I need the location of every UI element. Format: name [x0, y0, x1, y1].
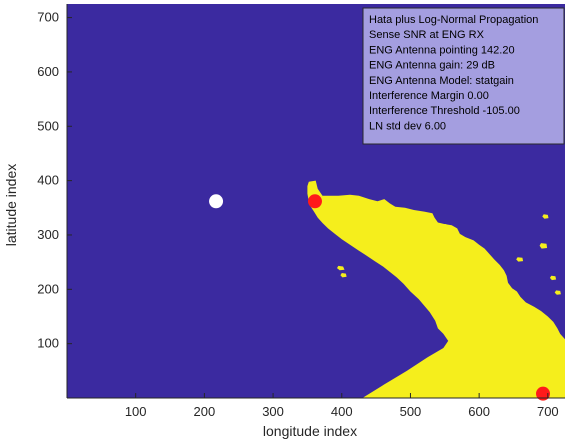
y-tick-label: 500: [37, 118, 59, 133]
x-tick-label: 700: [537, 404, 559, 419]
coverage-region-fragment: [542, 214, 549, 219]
red-marker: [536, 386, 551, 401]
marker-layer: [209, 194, 551, 401]
x-tick-label: 600: [468, 404, 490, 419]
info-line: LN std dev 6.00: [369, 120, 446, 132]
x-tick-label: 100: [125, 404, 147, 419]
info-line: ENG Antenna Model: statgain: [369, 75, 514, 87]
coverage-region-fragment: [420, 291, 427, 297]
info-line: Hata plus Log-Normal Propagation: [369, 14, 538, 26]
tick-layer: 100 200 300 400 500 600 700 100 200 300 400 500 600 7…: [37, 4, 565, 419]
y-tick-label: 100: [37, 336, 59, 351]
info-box-background: [362, 7, 565, 145]
x-tick-label: 300: [262, 404, 284, 419]
y-tick-label: 700: [37, 10, 59, 25]
info-line: ENG Antenna pointing 142.20: [369, 44, 515, 56]
info-line: ENG Antenna gain: 29 dB: [369, 60, 495, 72]
info-line: Interference Threshold -105.00: [369, 105, 520, 117]
x-axis-label: longitude index: [263, 423, 357, 439]
coverage-region-fragment: [337, 265, 345, 271]
x-tick-label: 200: [194, 404, 216, 419]
coverage-region-fragment: [516, 257, 524, 262]
y-tick-label: 400: [37, 173, 59, 188]
info-box: Hata plus Log-Normal Propagation Sense SN…: [362, 7, 565, 145]
coverage-region-layer: [307, 180, 565, 398]
coverage-region-main: [307, 180, 565, 398]
y-tick-label: 200: [37, 281, 59, 296]
white-marker: [209, 194, 224, 209]
coverage-region-fragment: [539, 243, 548, 249]
info-line: Interference Margin 0.00: [369, 90, 489, 102]
coverage-region-fragment: [418, 243, 425, 247]
coverage-region-fragment: [340, 273, 347, 278]
x-tick-label: 400: [331, 404, 353, 419]
coverage-region-fragment: [389, 263, 399, 270]
coverage-region-fragment: [554, 290, 561, 295]
info-line: Sense SNR at ENG RX: [369, 29, 485, 41]
coverage-region-fragment: [407, 250, 418, 258]
y-axis-label: latitude index: [3, 164, 19, 247]
red-marker: [307, 194, 322, 209]
x-tick-label: 500: [400, 404, 422, 419]
coverage-region-fragment: [451, 273, 466, 283]
y-tick-label: 600: [37, 64, 59, 79]
y-tick-label: 300: [37, 227, 59, 242]
coverage-region-fragment: [549, 275, 557, 281]
coverage-region-fragment: [441, 224, 447, 228]
